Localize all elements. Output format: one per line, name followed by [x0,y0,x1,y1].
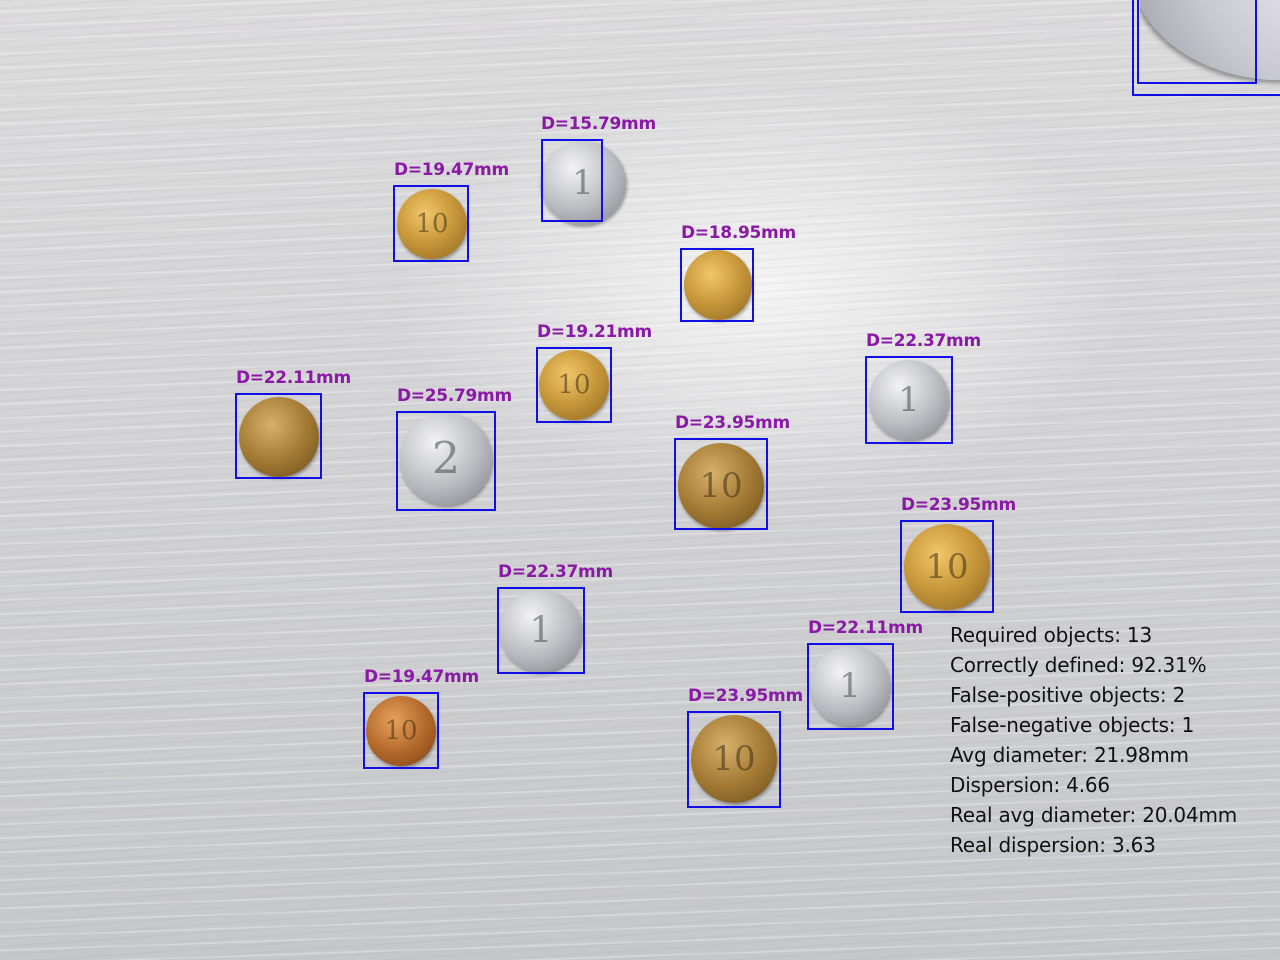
detection-box [497,587,585,674]
diameter-label: D=19.47mm [394,160,509,180]
stat-false-positive: False-positive objects: 2 [950,683,1186,707]
detection-box-plate-inner [1137,0,1257,84]
detection-box-plate-outer [1132,0,1280,96]
diameter-label: D=23.95mm [901,495,1016,515]
diameter-label: D=22.11mm [236,368,351,388]
detection-box [865,356,953,444]
coin: 1 [869,360,949,440]
diameter-label: D=23.95mm [688,686,803,706]
diameter-label: D=22.37mm [866,331,981,351]
coin: 1 [810,646,890,726]
stat-false-negative: False-negative objects: 1 [950,713,1195,737]
coin: 10 [366,696,436,766]
detection-box [541,139,603,222]
diameter-label: D=22.37mm [498,562,613,582]
detection-box [680,248,754,322]
detection-box [235,393,322,479]
diameter-label: D=23.95mm [675,413,790,433]
detection-box [396,411,496,511]
stat-real-dispersion: Real dispersion: 3.63 [950,833,1156,857]
coin: 1 [500,590,582,672]
detection-box [807,643,894,730]
diameter-label: D=18.95mm [681,223,796,243]
coin: 2 [400,413,492,505]
stat-required-objects: Required objects: 13 [950,623,1152,647]
diameter-label: D=19.21mm [537,322,652,342]
detection-box [363,692,439,769]
detection-box [900,520,994,613]
detection-box [687,711,781,808]
diameter-label: D=19.47mm [364,667,479,687]
detection-box [393,185,469,262]
coin: 10 [904,524,990,610]
detection-box [536,347,612,423]
coin: 1 [540,141,626,225]
diameter-label: D=22.11mm [808,618,923,638]
stat-correctly-defined: Correctly defined: 92.31% [950,653,1207,677]
coin [684,250,752,320]
diameter-label: D=15.79mm [541,114,656,134]
statistics-panel: Required objects: 13 Correctly defined: … [950,620,1280,860]
coin: 10 [691,715,777,803]
coin: 10 [539,350,609,420]
stat-avg-diameter: Avg diameter: 21.98mm [950,743,1189,767]
coin: 10 [678,443,764,529]
detection-box [674,438,768,530]
stat-dispersion: Dispersion: 4.66 [950,773,1110,797]
coin [239,397,319,477]
coin: 10 [397,189,467,259]
stat-real-avg-diameter: Real avg diameter: 20.04mm [950,803,1238,827]
diameter-label: D=25.79mm [397,386,512,406]
